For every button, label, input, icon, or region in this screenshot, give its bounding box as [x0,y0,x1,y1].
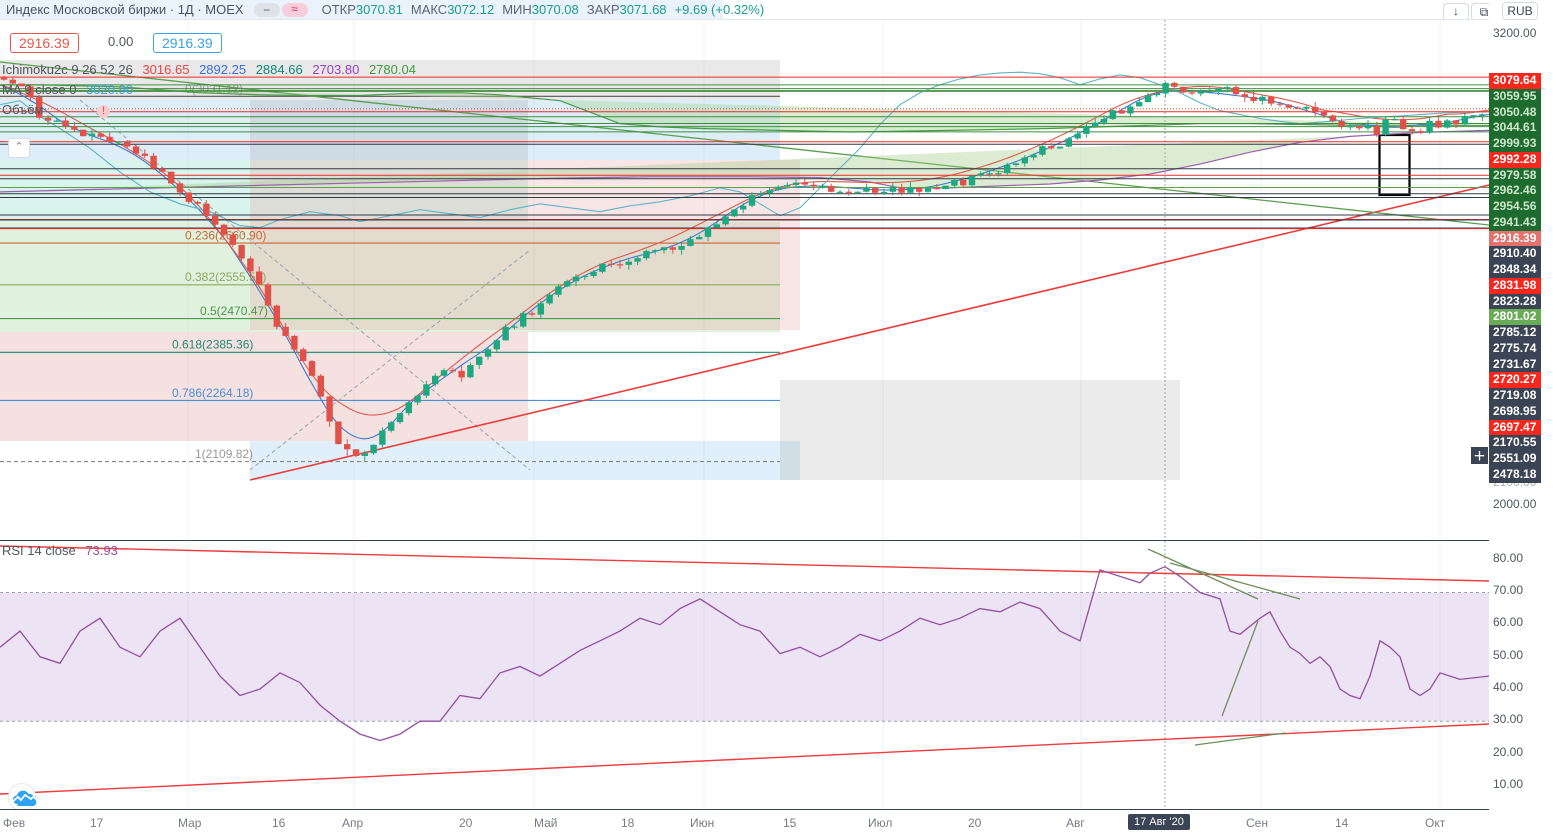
svg-text:0.786(2264.18): 0.786(2264.18) [172,386,253,400]
svg-text:1(2109.82): 1(2109.82) [195,447,253,461]
svg-text:0.618(2385.36): 0.618(2385.36) [172,338,253,352]
svg-text:0.5(2470.47): 0.5(2470.47) [200,304,268,318]
